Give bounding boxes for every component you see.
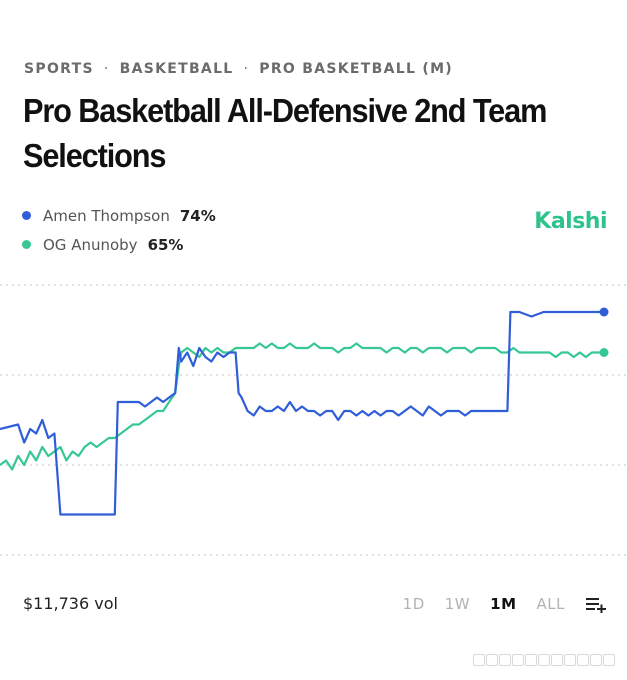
range-all-button[interactable]: ALL <box>536 595 565 613</box>
breadcrumb-separator: · <box>103 61 110 77</box>
breadcrumb-pro-basketball[interactable]: PRO BASKETBALL (M) <box>259 61 453 77</box>
chart-legend: Amen Thompson 74% OG Anunoby 65% <box>22 201 216 259</box>
list-plus-icon[interactable] <box>585 595 607 613</box>
legend-series-name: Amen Thompson <box>43 206 170 225</box>
volume-label: $11,736 vol <box>23 594 118 613</box>
legend-item-amen-thompson: Amen Thompson 74% <box>22 201 216 230</box>
series-endpoint-og-anunoby <box>599 348 609 357</box>
range-1m-button[interactable]: 1M <box>490 595 517 613</box>
breadcrumb-separator: · <box>243 61 250 77</box>
series-dot-icon <box>22 240 31 249</box>
time-range-selector: 1D 1W 1M ALL <box>403 595 607 613</box>
legend-item-og-anunoby: OG Anunoby 65% <box>22 230 216 259</box>
legend-series-name: OG Anunoby <box>43 235 138 254</box>
breadcrumb: SPORTS · BASKETBALL · PRO BASKETBALL (M) <box>24 61 453 77</box>
legend-series-value: 74% <box>179 206 216 225</box>
series-endpoint-amen-thompson <box>599 307 609 317</box>
range-1d-button[interactable]: 1D <box>402 595 425 613</box>
series-line-og-anunoby <box>0 342 604 471</box>
breadcrumb-sports[interactable]: SPORTS <box>24 61 94 77</box>
series-dot-icon <box>22 211 31 220</box>
kalshi-logo: Kalshi <box>534 209 607 234</box>
range-1w-button[interactable]: 1W <box>444 595 471 613</box>
series-line-amen-thompson <box>0 310 604 516</box>
watermark-icon <box>473 654 615 666</box>
price-history-chart <box>0 284 627 556</box>
legend-series-value: 65% <box>147 235 184 254</box>
page-title: Pro Basketball All-Defensive 2nd Team Se… <box>23 92 547 174</box>
breadcrumb-basketball[interactable]: BASKETBALL <box>119 61 234 77</box>
